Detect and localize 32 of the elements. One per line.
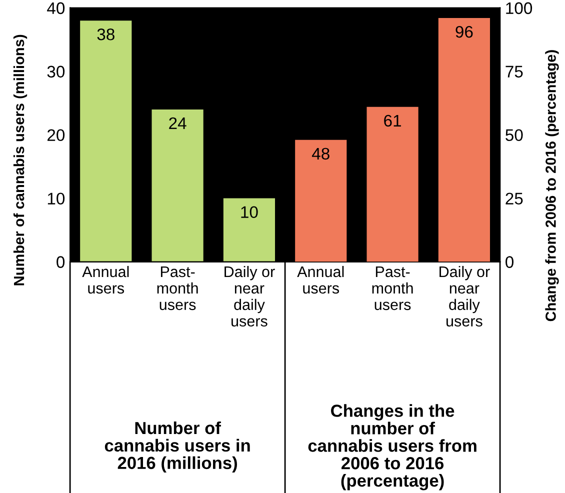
text: Changes in the number of cannabis users from 2006 to 2016 (percentage) — [308, 404, 476, 490]
y2-tick-label: 25 — [506, 192, 523, 205]
x-tick-label: Past- month users — [157, 266, 198, 310]
data-label: 96 — [456, 26, 473, 38]
data-label: 61 — [384, 114, 401, 127]
data-label: 38 — [97, 28, 114, 40]
y-tick-label: 20 — [48, 129, 65, 142]
y2-tick-label: 50 — [506, 129, 523, 142]
y-axis-title: Number of cannabis users (millions) — [13, 34, 28, 286]
x-tick-label: Past- month users — [372, 266, 413, 310]
data-label: 48 — [312, 148, 330, 160]
x-tick-label: Annual users — [297, 266, 344, 294]
bar — [295, 140, 347, 262]
x-tick-label: Annual users — [82, 266, 129, 294]
x-tick-label: Daily or near daily users — [440, 266, 490, 327]
y2-tick-label: 75 — [506, 66, 523, 78]
bar — [152, 109, 204, 262]
y2-tick-label: 0 — [506, 256, 514, 268]
data-label: 24 — [169, 117, 186, 129]
y2-axis-title: Change from 2006 to 2016 (percentage) — [545, 50, 559, 322]
bar — [438, 18, 490, 262]
x-tick-label: Daily or near daily users — [224, 266, 275, 327]
y-tick-label: 40 — [47, 2, 65, 14]
y2-tick-label: 100 — [506, 2, 532, 14]
bar — [366, 106, 418, 262]
y-tick-label: 0 — [56, 256, 65, 268]
bar — [80, 20, 132, 262]
text: Number of cannabis users in 2016 (millions) — [104, 421, 250, 473]
y-tick-label: 30 — [47, 66, 65, 78]
y-tick-label: 10 — [48, 192, 65, 205]
bar — [223, 198, 276, 262]
data-label: 10 — [241, 206, 258, 218]
